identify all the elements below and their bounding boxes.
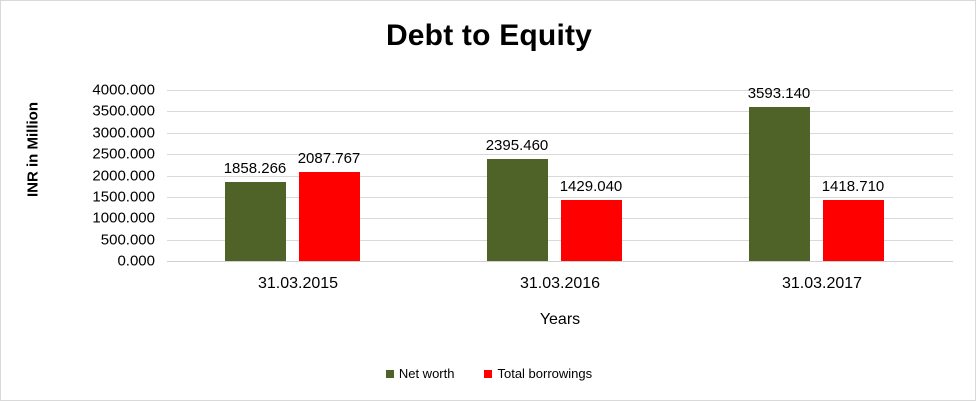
legend-label: Total borrowings bbox=[497, 366, 593, 381]
gridline bbox=[167, 111, 953, 113]
y-axis-tick-labels: 4000.000 3500.000 3000.000 2500.000 2000.000… bbox=[61, 82, 161, 270]
x-axis-title: Years bbox=[539, 311, 581, 328]
y-axis-tick-label: 1000.000 bbox=[92, 209, 155, 227]
x-axis-tick-labels: 31.03.2015 31.03.2016 31.03.2017 bbox=[167, 275, 953, 299]
x-axis-line bbox=[167, 261, 953, 262]
y-axis-tick-label: 4000.000 bbox=[92, 81, 155, 99]
bar[interactable] bbox=[560, 199, 622, 261]
bar[interactable] bbox=[822, 200, 884, 261]
y-axis-tick-label: 0.000 bbox=[117, 252, 155, 270]
bar-value-label: 3593.140 bbox=[747, 85, 811, 103]
y-axis-title: INR in Million bbox=[24, 102, 42, 197]
y-axis-tick-label: 2000.000 bbox=[92, 167, 155, 184]
x-axis-tick-label: 31.03.2015 bbox=[257, 275, 339, 292]
gridline bbox=[167, 196, 953, 198]
bar[interactable] bbox=[748, 107, 810, 261]
gridline bbox=[167, 90, 953, 91]
bar-value-label: 1858.266 bbox=[223, 159, 287, 177]
legend-color-swatch-icon bbox=[484, 369, 493, 378]
bar-value-label: 2087.767 bbox=[297, 149, 361, 167]
legend-item[interactable]: Total borrowings bbox=[484, 366, 592, 381]
y-axis-tick-label: 500.000 bbox=[100, 231, 155, 249]
gridline bbox=[167, 132, 953, 134]
bar[interactable] bbox=[486, 158, 548, 261]
gridline bbox=[167, 218, 953, 220]
gridline bbox=[167, 154, 953, 156]
x-axis-tick-label: 31.03.2016 bbox=[519, 275, 601, 292]
bar[interactable] bbox=[298, 171, 360, 261]
legend-label: Net worth bbox=[398, 366, 455, 381]
y-axis-tick-label: 3000.000 bbox=[92, 124, 155, 142]
y-axis-tick-label: 3500.000 bbox=[92, 102, 155, 120]
legend-item[interactable]: Net worth bbox=[385, 366, 455, 381]
y-axis-tick-label: 2500.000 bbox=[92, 145, 155, 163]
gridline bbox=[167, 175, 953, 177]
bar-value-label: 1429.040 bbox=[559, 177, 623, 195]
legend-color-swatch-icon bbox=[385, 369, 394, 378]
chart-title: Debt to Equity bbox=[385, 19, 593, 52]
chart-legend: Net worth Total borrowings bbox=[1, 366, 975, 381]
bar-value-label: 1418.710 bbox=[821, 178, 885, 196]
plot-area: 1858.266 2087.767 2395.460 1429.040 3593.140… bbox=[167, 85, 953, 262]
y-axis-tick-label: 1500.000 bbox=[92, 188, 155, 206]
x-axis-tick-label: 31.03.2017 bbox=[781, 275, 863, 292]
bar-value-label: 2395.460 bbox=[485, 136, 549, 154]
gridline bbox=[167, 239, 953, 241]
bar[interactable] bbox=[224, 181, 286, 261]
